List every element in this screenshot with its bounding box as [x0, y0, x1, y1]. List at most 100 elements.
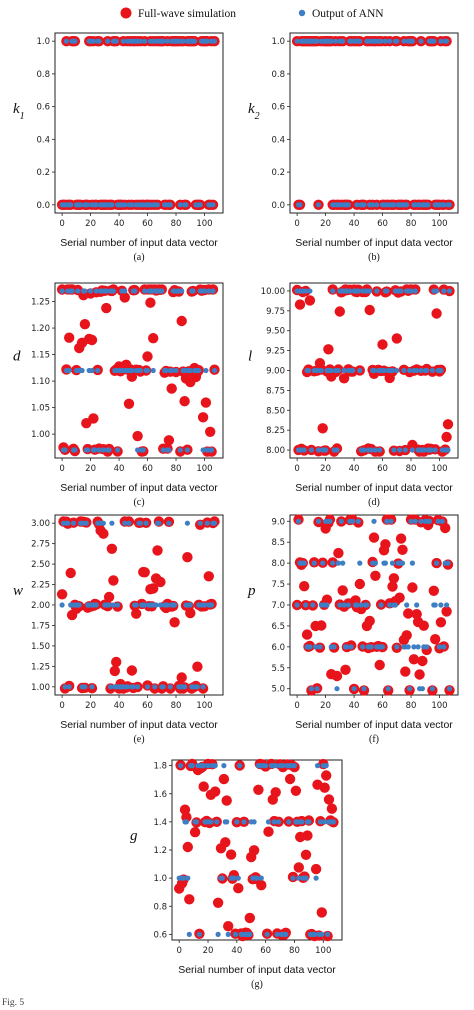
ann-point	[185, 875, 191, 881]
sim-point	[63, 332, 75, 343]
series-ann-output	[59, 38, 218, 208]
sim-point	[101, 302, 112, 314]
sim-point	[430, 634, 441, 645]
ann-point	[231, 875, 237, 881]
ann-point	[205, 763, 211, 769]
ann-point	[140, 447, 146, 453]
ann-point	[421, 447, 427, 453]
panel-d: 0 20 40 60 80 100 8.00 8.25 8.50 8.75 9.00 9.25 9.50…	[248, 282, 459, 508]
ann-point	[191, 38, 198, 44]
ann-point	[307, 288, 313, 294]
sim-point	[108, 575, 119, 586]
ann-point	[401, 367, 407, 374]
series-ann-output	[176, 763, 336, 938]
ann-point	[392, 602, 398, 608]
y-axis-label: w	[13, 583, 23, 599]
y-tick-label: 1.50	[31, 642, 50, 652]
ann-point	[324, 602, 330, 608]
ann-point	[234, 819, 240, 825]
sim-point	[142, 351, 153, 362]
sim-point	[290, 785, 302, 796]
ann-point	[211, 520, 218, 526]
ann-point	[189, 763, 195, 769]
ann-point	[308, 686, 314, 692]
ann-point	[391, 202, 397, 208]
ann-point	[68, 202, 74, 208]
ann-point	[179, 288, 185, 294]
sim-point	[380, 539, 391, 550]
ann-point	[387, 38, 393, 44]
ann-point	[345, 602, 351, 608]
sim-point	[395, 533, 407, 544]
ann-point	[178, 763, 184, 769]
ann-point	[412, 288, 418, 294]
ann-point	[426, 518, 433, 524]
sim-point	[331, 670, 343, 682]
ann-point	[271, 819, 277, 825]
x-tick-label: 40	[349, 701, 360, 711]
sim-point	[334, 306, 345, 317]
sim-point	[169, 617, 180, 628]
ann-point	[385, 686, 391, 692]
ann-point	[429, 686, 435, 692]
ann-point	[125, 684, 131, 690]
ann-point	[425, 202, 431, 208]
sim-point	[428, 585, 439, 596]
ann-point	[62, 447, 68, 453]
ann-point	[436, 644, 443, 650]
ann-point	[294, 38, 300, 44]
ann-point	[144, 367, 151, 374]
y-tick-label: 0.8	[153, 902, 167, 912]
sim-point	[223, 921, 234, 932]
x-tick-label: 80	[171, 464, 182, 474]
ann-point	[434, 288, 440, 294]
ann-point	[438, 602, 444, 608]
sim-point	[284, 773, 296, 785]
ann-point	[204, 520, 210, 526]
ann-point	[325, 931, 331, 938]
ann-point	[75, 288, 81, 294]
ann-point	[83, 520, 89, 526]
sim-point	[408, 654, 420, 665]
y-tick-label: 0.4	[271, 135, 285, 145]
x-tick-label: 60	[142, 701, 153, 711]
sim-point	[248, 845, 260, 856]
ann-point	[414, 602, 420, 608]
y-tick-label: 9.00	[266, 367, 285, 377]
sim-point	[253, 784, 264, 795]
sim-point	[56, 589, 68, 600]
ann-point	[177, 447, 183, 453]
ann-point	[429, 367, 435, 374]
sim-point	[293, 862, 304, 873]
ann-point	[107, 684, 114, 690]
ann-point	[428, 447, 434, 453]
ann-point	[334, 686, 340, 692]
sim-point	[86, 334, 98, 346]
sim-point	[441, 431, 452, 443]
y-tick-label: 0.0	[36, 201, 50, 211]
ann-point	[418, 38, 424, 44]
ann-point	[197, 520, 203, 526]
ann-point	[105, 38, 111, 44]
legend-sim-label: Full-wave simulation	[138, 8, 236, 20]
ann-point	[391, 447, 397, 453]
ann-point	[212, 763, 218, 769]
ann-point	[88, 288, 94, 294]
y-tick-label: 1.0	[271, 37, 285, 47]
ann-point	[143, 520, 149, 526]
panel-b: 0 20 40 60 80 100 0.0 0.2 0.4 0.6 0.8 1.0 k2 Serial n…	[248, 32, 459, 263]
ann-point	[160, 447, 166, 453]
ann-point	[66, 684, 72, 690]
ann-point	[122, 202, 128, 208]
y-tick-label: 8.00	[266, 446, 285, 456]
ann-point	[382, 38, 388, 44]
y-tick-label: 0.2	[36, 168, 50, 178]
ann-point	[78, 202, 84, 208]
sim-point	[126, 665, 138, 676]
ann-point	[414, 367, 420, 374]
ann-point	[361, 447, 367, 453]
sim-point	[182, 841, 193, 853]
ann-point	[96, 447, 102, 453]
ann-point	[364, 602, 370, 608]
series-ann-output	[59, 520, 218, 690]
